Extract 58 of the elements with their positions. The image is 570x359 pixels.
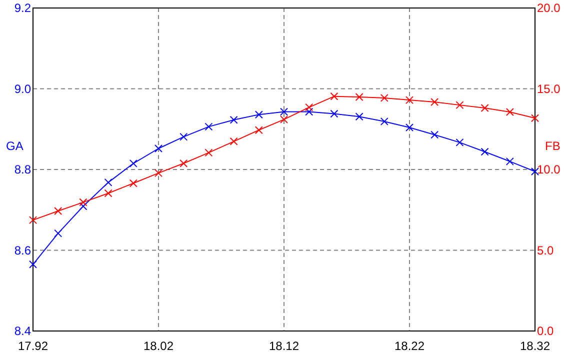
point	[330, 110, 338, 118]
point	[254, 126, 263, 134]
point	[430, 98, 439, 106]
x-tick-label: 18.02	[143, 339, 174, 353]
point	[154, 144, 162, 153]
y-axis-title: GA	[6, 139, 24, 153]
y-tick-label: 8.8	[14, 162, 32, 176]
point	[456, 101, 464, 110]
point	[506, 157, 514, 166]
y-tick-label: 8.6	[14, 243, 32, 258]
y2-tick-label: 0.0	[537, 324, 554, 338]
point	[380, 94, 388, 102]
y-tick-label: 9.0	[14, 82, 32, 96]
point	[531, 114, 539, 122]
point	[204, 122, 213, 131]
point	[305, 103, 314, 112]
point	[230, 116, 238, 124]
x-tick-label: 17.92	[18, 339, 48, 353]
point	[204, 148, 213, 157]
y2-tick-label: 10.0	[537, 162, 561, 176]
point	[79, 198, 88, 206]
point	[29, 216, 37, 224]
point	[355, 112, 364, 121]
point	[480, 104, 489, 112]
point	[330, 92, 338, 100]
y2-tick-label: 15.0	[537, 82, 561, 96]
y-tick-label: 8.4	[14, 324, 32, 338]
point	[79, 202, 88, 210]
point	[54, 229, 62, 238]
point	[180, 132, 188, 141]
point	[380, 117, 388, 126]
y2-axis-title: FB	[545, 139, 560, 153]
point	[230, 137, 238, 146]
point	[129, 179, 138, 188]
x-tick-label: 18.12	[268, 339, 300, 353]
point	[280, 108, 288, 116]
point	[154, 169, 162, 178]
point	[406, 124, 414, 132]
point	[104, 178, 112, 186]
point	[29, 260, 37, 268]
point	[355, 92, 364, 101]
point	[480, 148, 489, 156]
point	[54, 207, 62, 216]
point	[305, 108, 314, 116]
point	[180, 159, 188, 168]
point	[506, 108, 514, 116]
point	[254, 110, 263, 119]
y2-tick-label: 20.0	[537, 1, 561, 15]
x-tick-label: 18.32	[520, 339, 550, 353]
x-tick-label: 18.22	[394, 339, 425, 353]
point	[430, 130, 439, 139]
y2-tick-label: 5.0	[537, 243, 554, 258]
point	[280, 115, 288, 124]
point	[104, 189, 112, 198]
point	[406, 96, 414, 104]
y-tick-label: 9.2	[14, 1, 32, 15]
point	[129, 159, 138, 168]
point	[456, 138, 464, 146]
